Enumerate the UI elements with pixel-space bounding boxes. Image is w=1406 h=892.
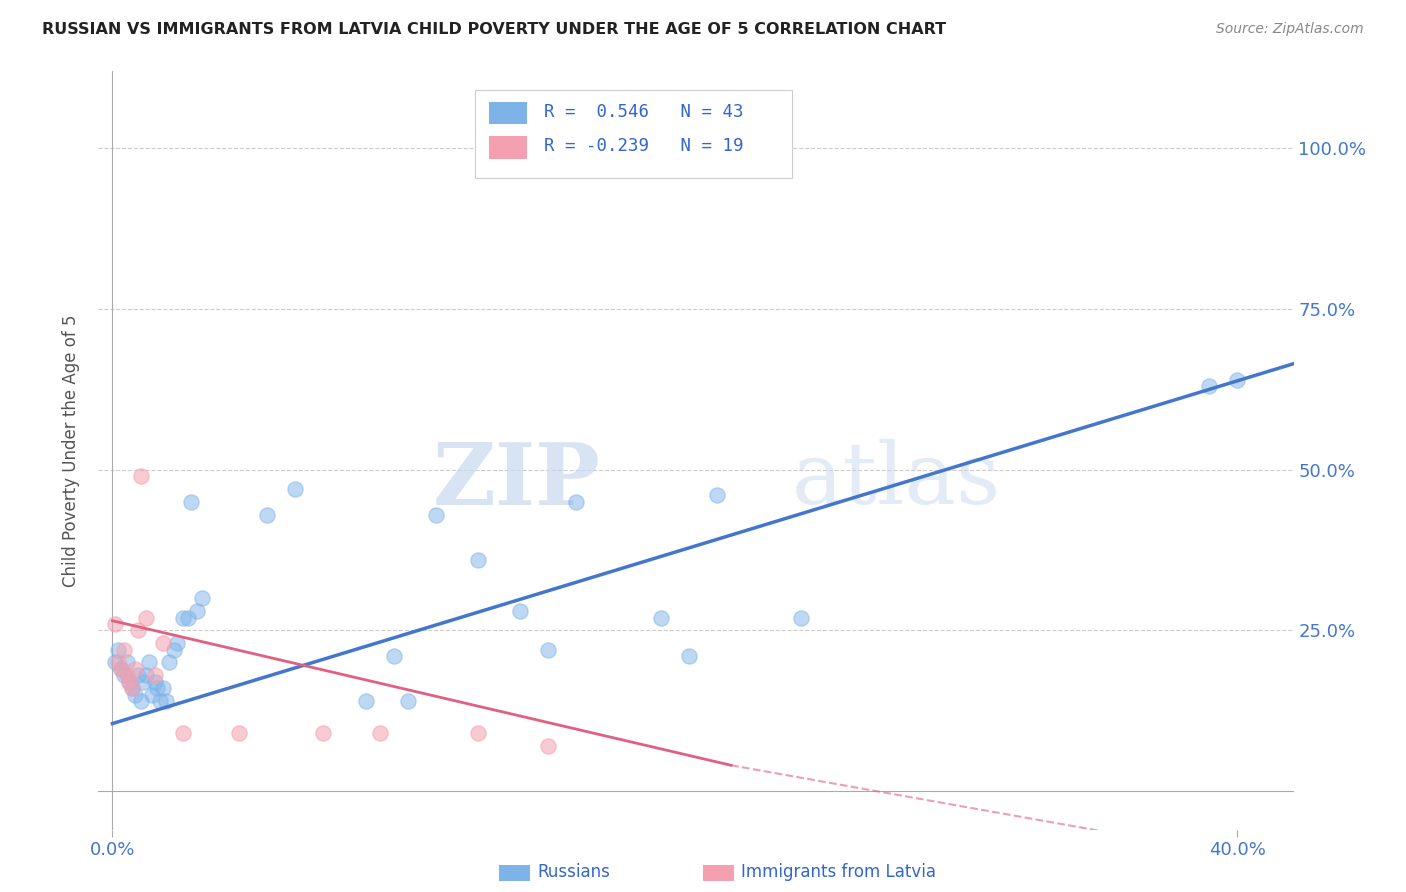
Point [152,681,174,696]
Point [132,674,155,689]
Point [143,668,166,682]
Point [110,662,132,676]
Point [177,610,200,624]
Bar [489,102,527,125]
Point [124,662,146,676]
Text: R = -0.239   N = 19: R = -0.239 N = 19 [544,136,744,154]
Point [166,636,188,650]
Point [107,656,129,670]
Point [163,642,186,657]
Point [172,726,194,740]
Point [256,508,278,522]
Point [107,642,129,657]
Point [157,656,180,670]
Point [172,610,194,624]
Point [312,726,335,740]
Text: ZIP: ZIP [433,439,600,523]
Point [112,668,135,682]
Point [129,469,152,483]
Point [354,694,377,708]
Point [115,656,138,670]
Point [138,656,160,670]
Y-axis label: Child Poverty Under the Age of 5: Child Poverty Under the Age of 5 [62,314,80,587]
Point [537,642,560,657]
Point [146,681,169,696]
Text: Immigrants from Latvia: Immigrants from Latvia [741,863,936,881]
Point [1226,373,1249,387]
Point [425,508,447,522]
Point [678,649,700,664]
Point [284,482,307,496]
Text: atlas: atlas [792,439,1001,523]
Text: RUSSIAN VS IMMIGRANTS FROM LATVIA CHILD POVERTY UNDER THE AGE OF 5 CORRELATION C: RUSSIAN VS IMMIGRANTS FROM LATVIA CHILD … [42,22,946,37]
Point [228,726,250,740]
Point [537,739,560,753]
Point [467,552,489,566]
Point [186,604,208,618]
Point [155,694,177,708]
Point [1198,379,1220,393]
Point [118,674,141,689]
Point [135,668,157,682]
Point [149,694,172,708]
Point [180,495,202,509]
Point [509,604,531,618]
Point [118,674,141,689]
Point [368,726,391,740]
Point [115,668,138,682]
Point [565,495,588,509]
Text: R =  0.546   N = 43: R = 0.546 N = 43 [544,103,744,120]
Bar [489,136,527,159]
Point [135,610,157,624]
Bar [475,90,792,178]
Point [790,610,813,624]
Point [127,624,149,638]
Point [396,694,419,708]
Point [467,726,489,740]
Point [121,681,143,696]
Point [104,656,127,670]
Point [706,488,728,502]
Point [129,694,152,708]
Text: Source: ZipAtlas.com: Source: ZipAtlas.com [1216,22,1364,37]
Point [191,591,214,606]
Point [650,610,672,624]
Point [127,668,149,682]
Point [143,674,166,689]
Point [141,688,163,702]
Point [121,681,143,696]
Point [124,688,146,702]
Point [112,642,135,657]
Text: Russians: Russians [537,863,610,881]
Point [152,636,174,650]
Point [110,662,132,676]
Point [104,616,127,631]
Point [382,649,405,664]
